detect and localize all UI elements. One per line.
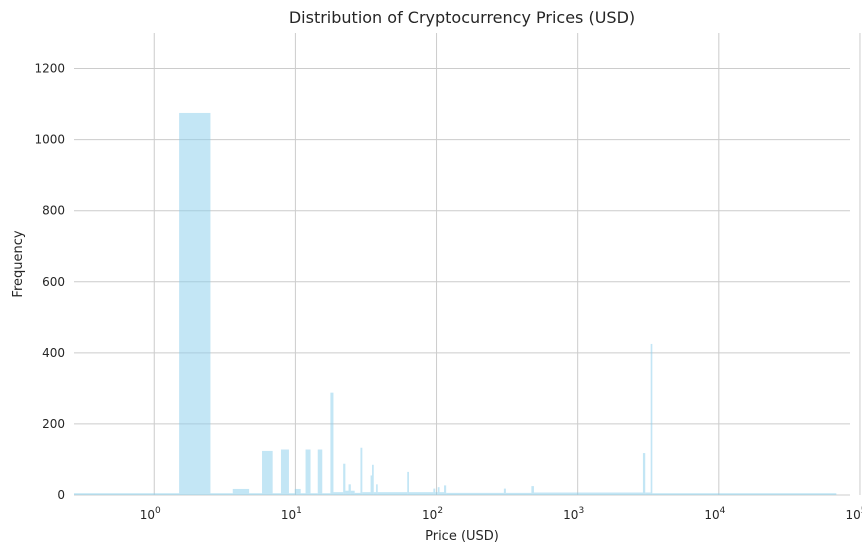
- histogram-bar: [262, 450, 273, 495]
- histogram-bar: [348, 484, 351, 495]
- histogram-bar: [377, 492, 408, 495]
- y-axis-label: Frequency: [11, 230, 26, 297]
- x-axis-label: Price (USD): [425, 529, 499, 544]
- x-tick-label: 101: [281, 506, 302, 522]
- x-axis-ticks: 100 101 102 103 104 105: [140, 506, 862, 522]
- x-tick-label: 103: [563, 506, 584, 522]
- histogram-bar: [407, 471, 409, 495]
- histogram-bar: [322, 493, 331, 495]
- histogram-bar: [280, 449, 289, 495]
- histogram-bar: [433, 488, 436, 495]
- histogram-bar: [310, 493, 318, 495]
- chart-title: Distribution of Cryptocurrency Prices (U…: [289, 8, 635, 27]
- histogram-bar: [305, 449, 311, 495]
- histogram-bar: [232, 488, 250, 495]
- histogram-bar: [376, 484, 378, 495]
- y-tick-label: 600: [42, 275, 65, 289]
- histogram-bar: [533, 492, 643, 495]
- histogram-bar: [300, 493, 306, 495]
- histogram-bar: [343, 463, 346, 495]
- histogram-bar: [408, 492, 434, 495]
- histogram-bar: [179, 112, 211, 495]
- histogram-bar: [74, 493, 180, 495]
- histogram-bar: [294, 488, 301, 495]
- histogram-bar: [642, 453, 646, 495]
- y-axis-ticks: 0 200 400 600 800 1000 1200: [34, 62, 65, 502]
- histogram-bar: [439, 492, 445, 495]
- histogram-bar: [373, 492, 377, 495]
- histogram-bar: [370, 475, 373, 495]
- histogram-bar: [317, 449, 323, 495]
- histogram-bar: [360, 447, 363, 495]
- histogram-bar: [362, 492, 371, 495]
- histogram-bar: [652, 493, 837, 495]
- x-tick-label: 102: [422, 506, 443, 522]
- histogram-bar: [650, 343, 653, 495]
- histogram-bar: [330, 392, 334, 495]
- histogram-bar: [333, 492, 344, 495]
- histogram-bar: [645, 492, 651, 495]
- histogram-bar: [444, 485, 447, 495]
- histogram-bar: [435, 492, 438, 495]
- histogram-bar: [503, 488, 506, 495]
- histogram-bar: [372, 464, 374, 495]
- y-tick-label: 0: [57, 488, 65, 502]
- x-tick-label: 104: [704, 506, 725, 522]
- y-tick-label: 200: [42, 417, 65, 431]
- histogram-bar: [446, 492, 504, 495]
- histogram-bar: [272, 493, 281, 495]
- histogram-bar: [354, 492, 361, 495]
- histogram-bar: [437, 487, 440, 495]
- y-tick-label: 800: [42, 204, 65, 218]
- histogram-bar: [505, 492, 532, 495]
- histogram-bar: [350, 490, 355, 495]
- histogram-bar: [531, 486, 534, 495]
- histogram-bar: [288, 493, 295, 495]
- y-tick-label: 1000: [34, 133, 65, 147]
- y-tick-label: 400: [42, 346, 65, 360]
- histogram-bar: [249, 493, 263, 495]
- histogram-bar: [210, 493, 233, 495]
- x-tick-label: 105: [845, 506, 862, 522]
- histogram-bars: [74, 112, 837, 495]
- y-tick-label: 1200: [34, 62, 65, 76]
- histogram-bar: [345, 490, 349, 495]
- x-tick-label: 100: [140, 506, 161, 522]
